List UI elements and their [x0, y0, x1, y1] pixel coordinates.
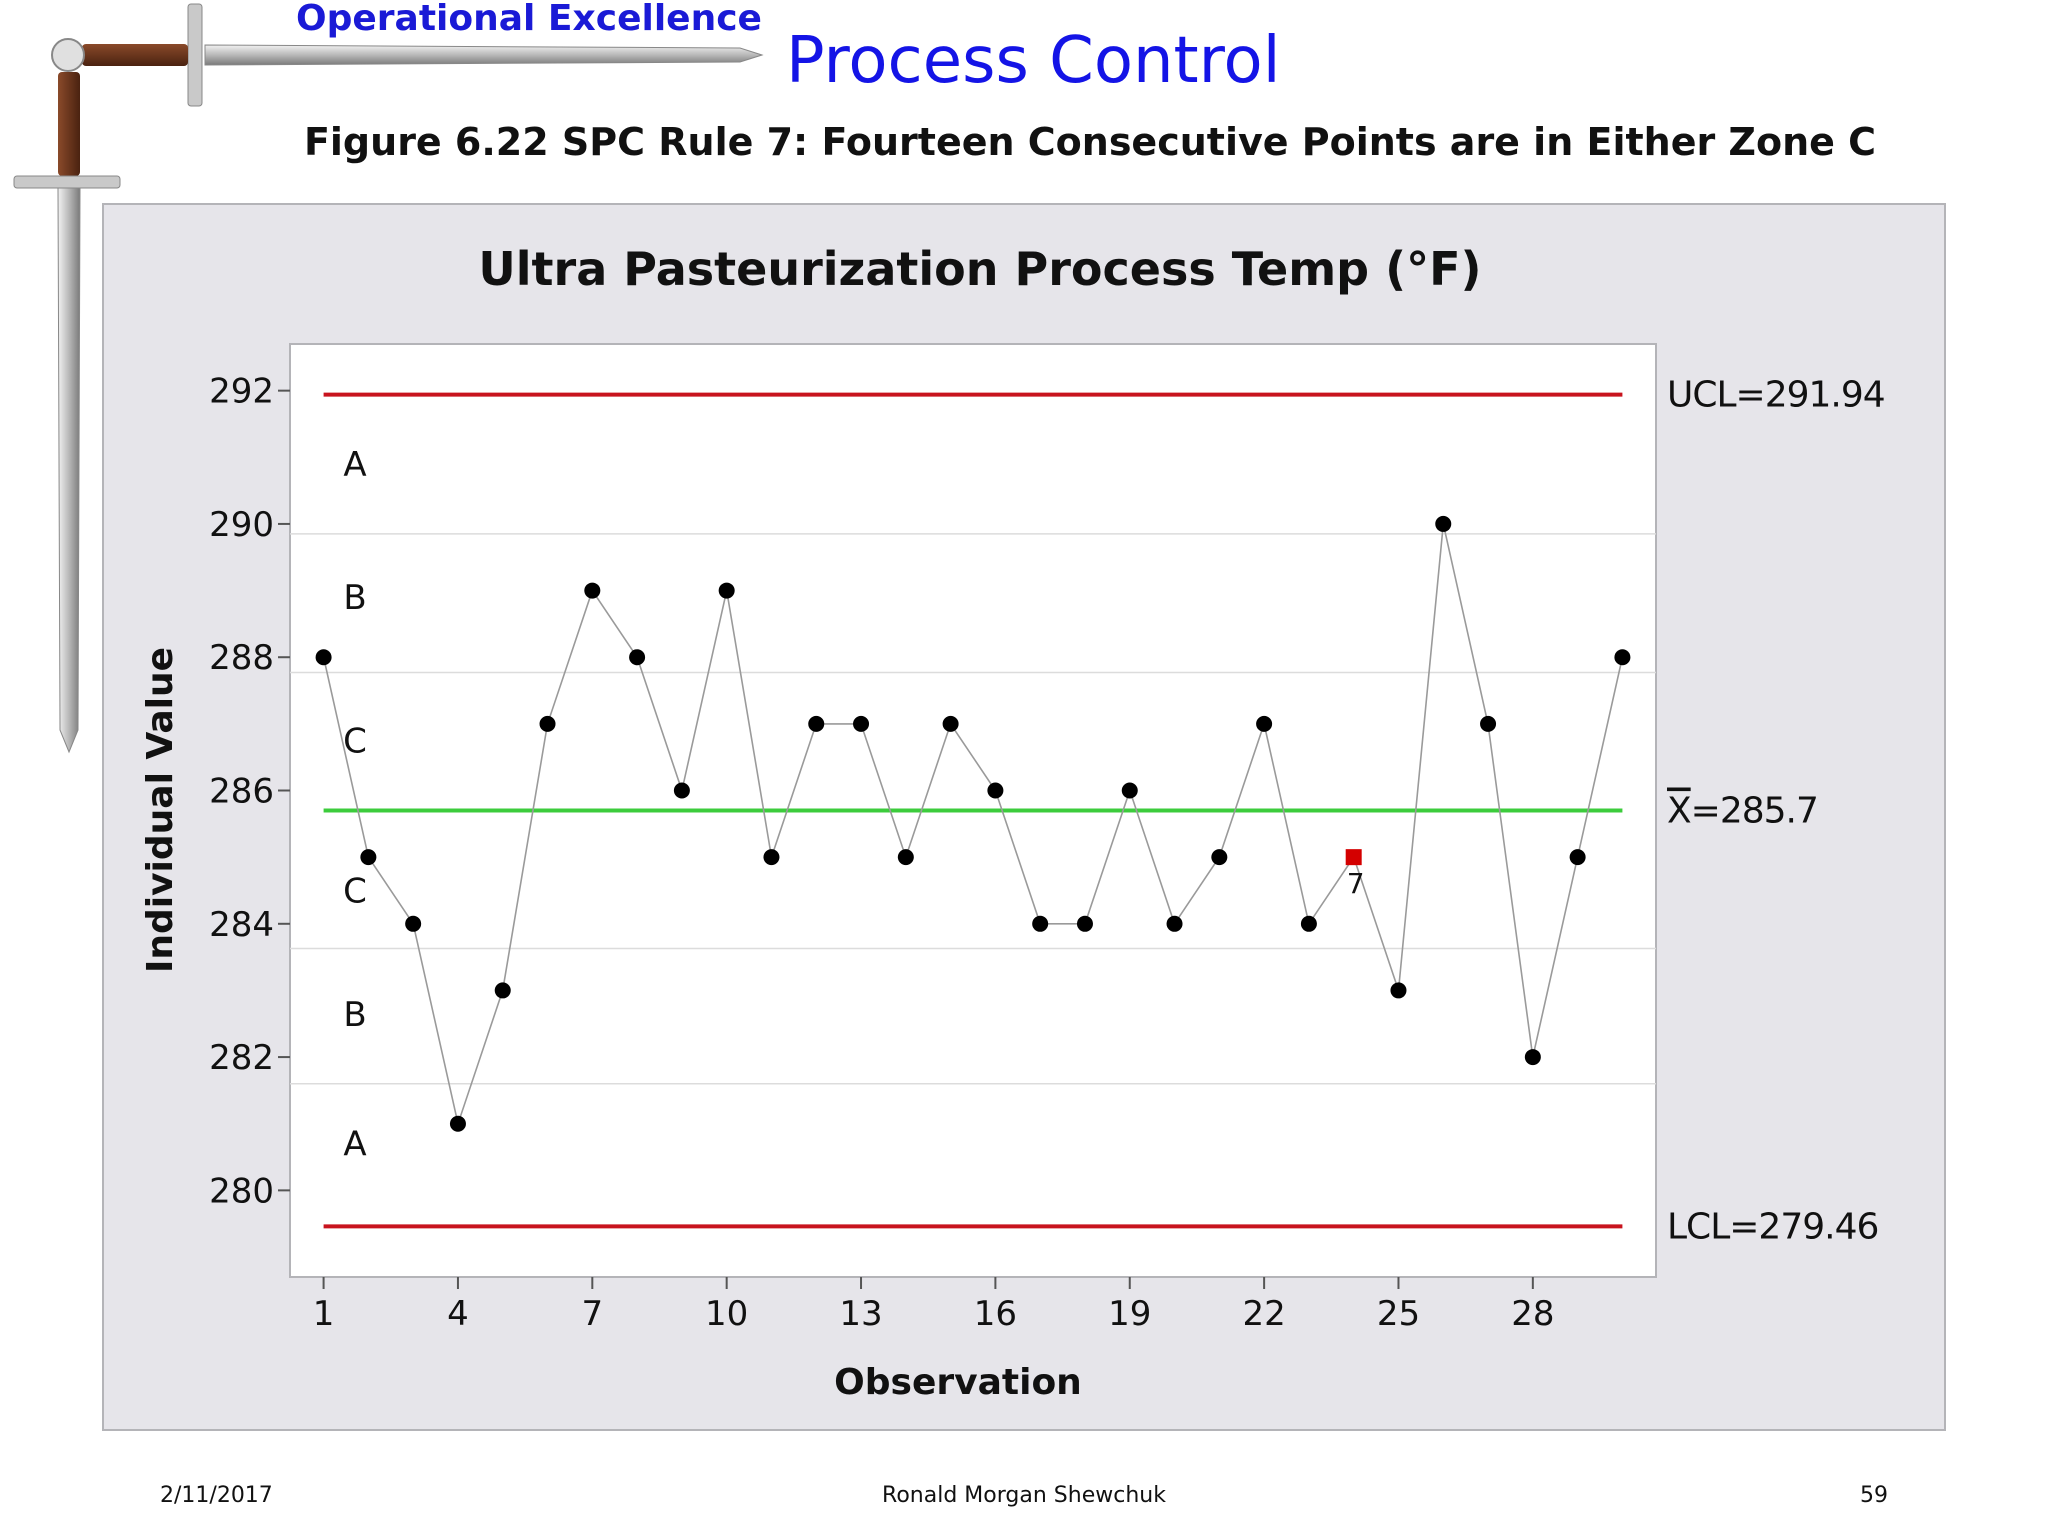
x-tick-label: 25: [1377, 1294, 1420, 1334]
data-point: [808, 715, 825, 732]
x-tick-label: 13: [839, 1294, 882, 1334]
y-tick-label: 280: [209, 1171, 274, 1211]
footer-date: 2/11/2017: [160, 1483, 273, 1508]
data-point: [897, 849, 914, 866]
data-point: [360, 849, 377, 866]
zone-label: B: [343, 578, 366, 618]
data-point: [405, 915, 422, 932]
data-point: [449, 1115, 466, 1132]
data-point: [942, 715, 959, 732]
y-axis: 280 282 284 286 288 290 292: [209, 372, 290, 1211]
zone-label: A: [343, 445, 366, 485]
sword-logo-icon: [13, 3, 764, 754]
y-tick-label: 282: [209, 1038, 274, 1078]
data-point: [1569, 849, 1586, 866]
footer-author: Ronald Morgan Shewchuk: [882, 1483, 1166, 1508]
data-point: [1121, 782, 1138, 799]
ucl-label: UCL=291.94: [1667, 375, 1885, 416]
data-point: [1211, 849, 1228, 866]
zone-label: A: [343, 1125, 366, 1165]
data-point: [987, 782, 1004, 799]
flagged-point: [1345, 849, 1362, 866]
y-tick-label: 286: [209, 772, 274, 812]
x-tick-label: 10: [705, 1294, 748, 1334]
data-point: [1524, 1049, 1541, 1066]
x-tick-label: 1: [313, 1294, 335, 1334]
y-tick-label: 284: [209, 905, 274, 945]
center-line-label: X=285.7: [1667, 791, 1818, 832]
data-point: [629, 649, 646, 666]
zone-label: C: [343, 871, 367, 911]
data-point: [1166, 915, 1183, 932]
zone-label: C: [343, 722, 367, 762]
data-point: [763, 849, 780, 866]
center-line-value: =285.7: [1691, 791, 1818, 832]
figure-caption: Figure 6.22 SPC Rule 7: Fourteen Consecu…: [304, 120, 1876, 164]
x-tick-label: 19: [1108, 1294, 1151, 1334]
data-point: [718, 582, 735, 599]
data-point: [584, 582, 601, 599]
data-series: 7: [315, 515, 1631, 1132]
data-point: [1300, 915, 1317, 932]
data-point: [1390, 982, 1407, 999]
reference-lines: [323, 392, 1623, 1229]
center-line-symbol: X: [1667, 791, 1691, 832]
data-point: [853, 715, 870, 732]
chart-title: Ultra Pasteurization Process Temp (°F): [478, 242, 1481, 296]
x-tick-label: 4: [447, 1294, 469, 1334]
data-point: [1032, 915, 1049, 932]
data-point: [1480, 715, 1497, 732]
y-axis-label: Individual Value: [140, 647, 181, 973]
flagged-point-label: 7: [1347, 867, 1365, 900]
data-point: [494, 982, 511, 999]
y-tick-label: 288: [209, 638, 274, 678]
x-axis-label: Observation: [834, 1362, 1082, 1403]
data-point: [1256, 715, 1273, 732]
footer-band: [0, 1470, 2048, 1536]
x-axis: 1 4 7 10 13 16 19 22 25 28: [313, 1277, 1554, 1334]
series-line: [322, 523, 1624, 1127]
lcl-label: LCL=279.46: [1667, 1206, 1878, 1247]
x-tick-label: 28: [1511, 1294, 1554, 1334]
banner-text: Operational Excellence: [296, 0, 762, 39]
data-point: [1435, 515, 1452, 532]
y-tick-label: 292: [209, 372, 274, 412]
y-tick-label: 290: [209, 505, 274, 545]
data-point: [539, 715, 556, 732]
data-point: [1076, 915, 1093, 932]
footer-page-number: 59: [1860, 1483, 1888, 1508]
x-tick-label: 7: [581, 1294, 603, 1334]
page-title: Process Control: [786, 24, 1280, 98]
zone-label: B: [343, 995, 366, 1035]
data-point: [1614, 649, 1631, 666]
data-point: [315, 649, 332, 666]
x-tick-label: 22: [1242, 1294, 1285, 1334]
data-point: [673, 782, 690, 799]
x-tick-label: 16: [974, 1294, 1017, 1334]
zone-labels: A B C C B A: [343, 445, 367, 1165]
